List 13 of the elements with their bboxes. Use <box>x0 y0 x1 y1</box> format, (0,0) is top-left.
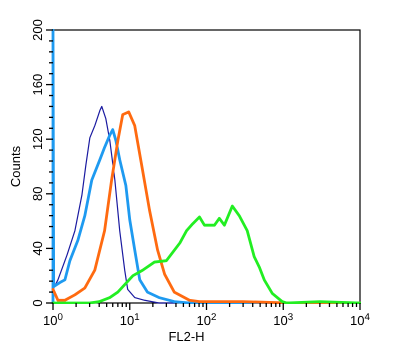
y-tick-label: 80 <box>30 186 45 202</box>
y-tick-label: 200 <box>30 19 45 41</box>
x-tick-label: 10$^{3}$ <box>273 312 294 328</box>
y-axis-title: Counts <box>8 145 23 188</box>
y-tick-label: 0 <box>30 299 45 307</box>
y-tick-label: 160 <box>30 74 45 96</box>
y-tick-label: 40 <box>30 241 45 256</box>
y-tick-label: 120 <box>30 128 45 150</box>
x-tick-label: 10$^{2}$ <box>196 312 216 328</box>
x-axis-title: FL2-H <box>168 329 205 344</box>
x-tick-label: 10$^{0}$ <box>43 312 64 328</box>
x-tick-label: 10$^{1}$ <box>120 312 140 328</box>
x-tick-label: 10$^{4}$ <box>350 312 371 328</box>
